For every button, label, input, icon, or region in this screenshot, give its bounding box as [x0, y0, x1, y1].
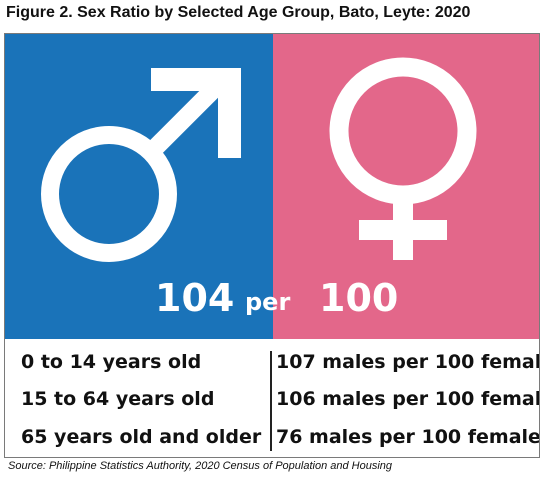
female-ratio-value: 100	[319, 276, 399, 320]
age-group-label: 15 to 64 years old	[21, 388, 215, 410]
age-group-label: 0 to 14 years old	[21, 351, 202, 373]
figure-title: Figure 2. Sex Ratio by Selected Age Grou…	[6, 4, 471, 21]
age-group-ratio: 76 males per 100 females	[276, 426, 540, 448]
ratio-connector: per	[245, 288, 291, 316]
female-panel	[273, 34, 539, 339]
male-ratio-value: 104	[155, 276, 235, 320]
male-panel	[5, 34, 273, 339]
infographic-frame: 104 per 100 0 to 14 years old 107 males …	[4, 33, 540, 458]
column-divider	[270, 351, 272, 451]
age-group-table: 0 to 14 years old 107 males per 100 fema…	[5, 339, 540, 457]
female-symbol-icon	[329, 57, 477, 260]
age-group-ratio: 107 males per 100 females	[276, 351, 540, 373]
age-group-ratio: 106 males per 100 females	[276, 388, 540, 410]
age-group-label: 65 years old and older	[21, 426, 262, 448]
male-symbol-icon	[41, 68, 241, 262]
source-note: Source: Philippine Statistics Authority,…	[8, 460, 393, 472]
